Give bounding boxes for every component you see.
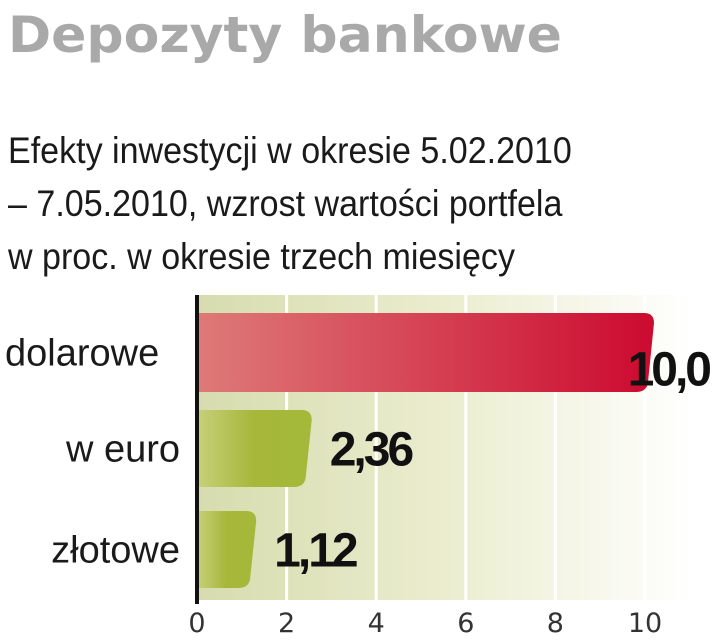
- subtitle-line-3: w proc. w okresie trzech miesięcy: [8, 236, 515, 277]
- x-tick-label: 6: [457, 608, 474, 639]
- x-tick-label: 0: [188, 608, 205, 639]
- bar-1: [197, 410, 312, 487]
- x-tick-label: 10: [628, 608, 662, 639]
- value-label: 2,36: [330, 424, 413, 477]
- value-label: 10,0: [628, 344, 711, 397]
- x-tick-label: 4: [368, 608, 385, 639]
- category-label: złotowe: [51, 530, 180, 572]
- x-tick-label: 8: [547, 608, 564, 639]
- chart-title: Depozyty bankowe: [8, 6, 562, 64]
- subtitle-line-2: – 7.05.2010, wzrost wartości portfela: [8, 183, 563, 224]
- value-label: 1,12: [274, 525, 357, 578]
- bar-0: [197, 313, 654, 392]
- bar-2: [197, 511, 257, 588]
- subtitle-line-1: Efekty inwestycji w okresie 5.02.2010: [8, 130, 572, 171]
- category-label: w euro: [65, 429, 180, 471]
- category-label: dolarowe: [5, 333, 159, 375]
- x-tick-label: 2: [278, 608, 295, 639]
